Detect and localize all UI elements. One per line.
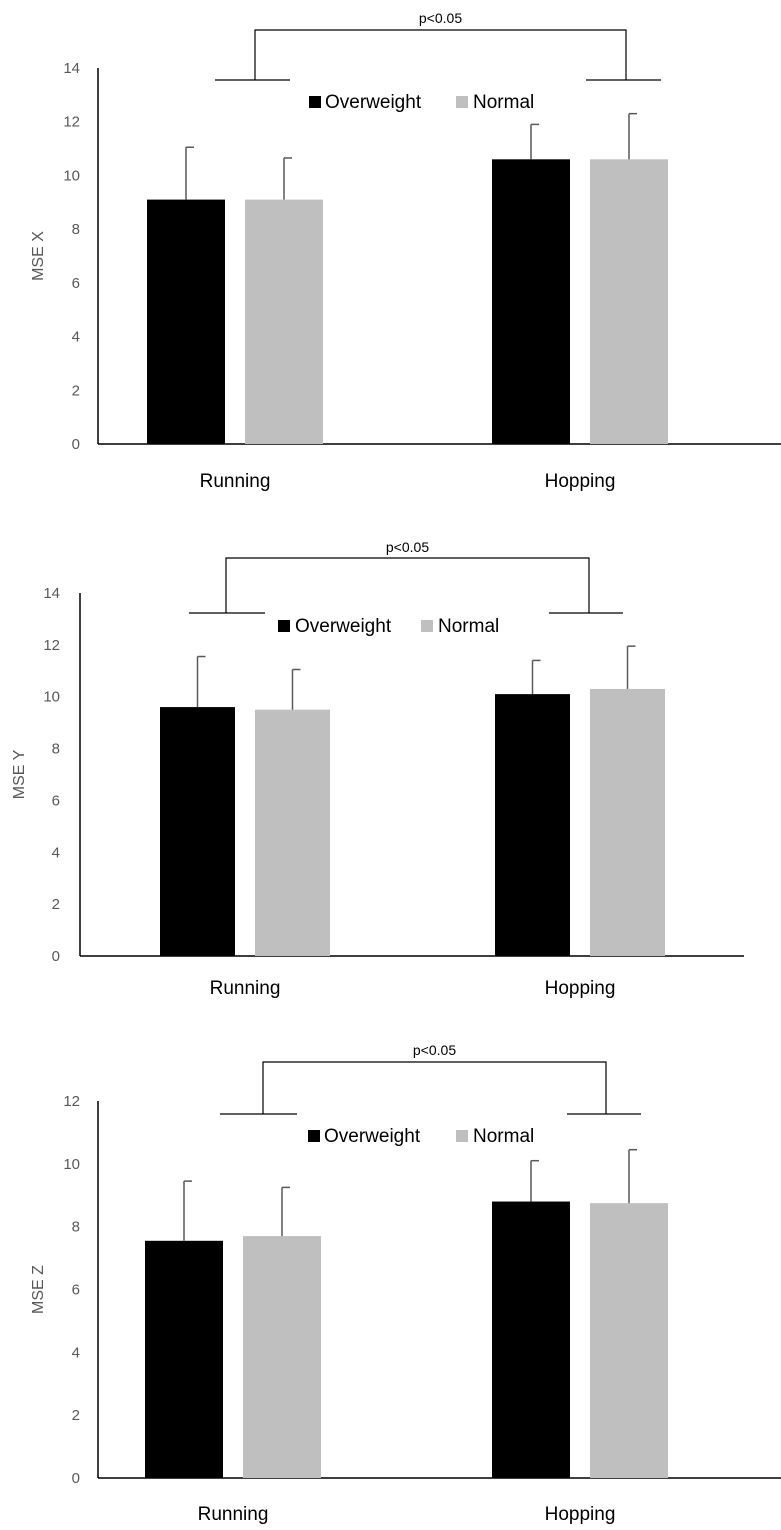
category-label-running: Running [200, 471, 271, 492]
legend-label-overweight: Overweight [295, 616, 392, 637]
legend-label-normal: Normal [438, 616, 499, 637]
legend-swatch-normal [421, 620, 433, 632]
significance-bracket [254, 29, 627, 80]
y-tick-label: 2 [52, 896, 60, 913]
y-axis-title: MSE X [30, 231, 47, 281]
legend-swatch-overweight [278, 620, 290, 632]
bar-overweight-running [147, 199, 225, 444]
bar-overweight-hopping [492, 159, 570, 445]
bar-normal-running [255, 709, 330, 956]
chart-2: 0 2 4 6 8 10 12 14 MSE Y Running Hopping Overweight… [11, 539, 744, 999]
legend-swatch-normal [456, 1130, 468, 1142]
bar-normal-hopping [590, 688, 665, 956]
y-tick-label: 8 [72, 1219, 80, 1236]
legend-label-overweight: Overweight [325, 92, 422, 113]
significance-label: p<0.05 [413, 1042, 456, 1058]
category-label-running: Running [198, 1504, 269, 1525]
y-tick-label: 0 [52, 948, 60, 965]
y-tick-label: 2 [72, 1407, 80, 1424]
y-tick-label: 12 [63, 114, 80, 131]
y-tick-label: 12 [43, 637, 60, 654]
y-tick-label: 0 [72, 1470, 80, 1487]
category-label-running: Running [210, 978, 281, 999]
y-tick-label: 10 [63, 167, 80, 184]
bar-overweight-hopping [492, 1201, 570, 1478]
significance-bracket [225, 557, 590, 613]
bar-normal-hopping [590, 159, 668, 445]
legend-label-normal: Normal [473, 1126, 534, 1147]
significance-label: p<0.05 [386, 539, 429, 555]
chart-1: 0 2 4 6 8 10 12 14 MSE X Running Hopping Overweight… [30, 10, 781, 492]
y-tick-label: 12 [63, 1093, 80, 1110]
bar-normal-hopping [590, 1203, 668, 1478]
y-tick-label: 6 [72, 1282, 80, 1299]
y-tick-label: 6 [72, 275, 80, 292]
y-tick-label: 0 [72, 436, 80, 453]
legend-swatch-overweight [308, 1130, 320, 1142]
significance-bracket [262, 1061, 607, 1114]
significance-label: p<0.05 [419, 10, 462, 26]
y-tick-label: 14 [63, 60, 80, 77]
bar-overweight-running [160, 707, 235, 956]
bar-overweight-running [145, 1240, 223, 1478]
y-tick-label: 2 [72, 382, 80, 399]
y-tick-label: 14 [43, 585, 60, 602]
category-label-hopping: Hopping [545, 1504, 616, 1525]
legend-swatch-normal [456, 96, 468, 108]
chart-3: 0 2 4 6 8 10 12 MSE Z Running Hopping Overweight No… [30, 1042, 781, 1525]
y-tick-label: 10 [63, 1156, 80, 1173]
y-tick-label: 8 [52, 741, 60, 758]
y-axis-title: MSE Z [30, 1265, 47, 1314]
y-tick-label: 8 [72, 221, 80, 238]
bar-normal-running [245, 199, 323, 444]
legend-label-normal: Normal [473, 92, 534, 113]
category-label-hopping: Hopping [545, 978, 616, 999]
legend-swatch-overweight [309, 96, 321, 108]
category-label-hopping: Hopping [545, 471, 616, 492]
y-tick-label: 4 [52, 844, 60, 861]
legend-label-overweight: Overweight [324, 1126, 421, 1147]
y-tick-label: 4 [72, 1344, 80, 1361]
bar-overweight-hopping [495, 694, 570, 956]
y-axis-title: MSE Y [11, 749, 28, 799]
y-tick-label: 4 [72, 329, 80, 346]
bar-normal-running [243, 1236, 321, 1478]
y-tick-label: 6 [52, 792, 60, 809]
y-tick-label: 10 [43, 689, 60, 706]
